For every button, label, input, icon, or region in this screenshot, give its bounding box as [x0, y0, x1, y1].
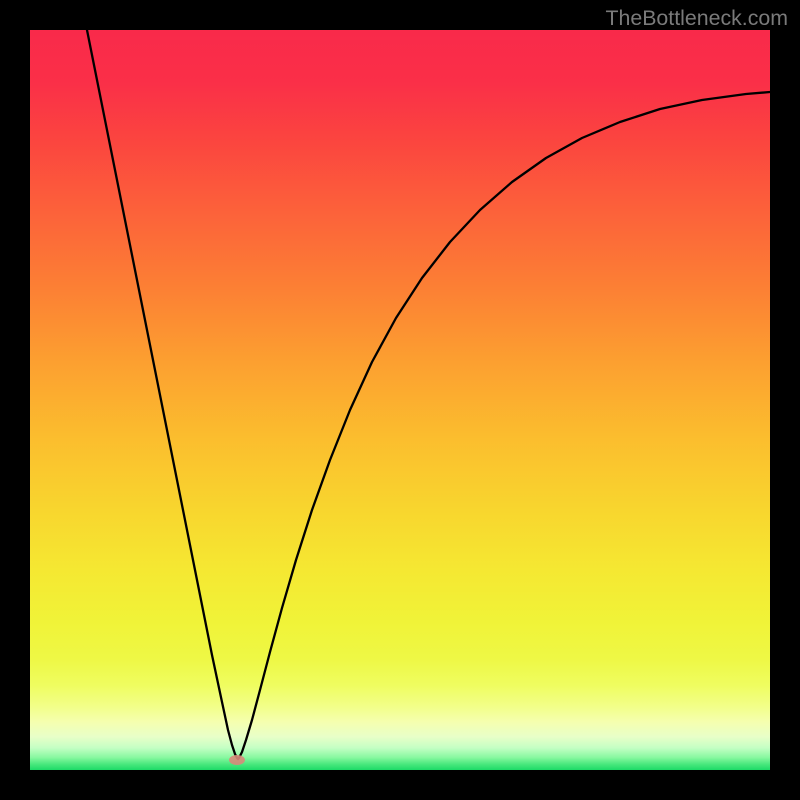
minimum-marker: [229, 755, 245, 765]
gradient-background: [30, 30, 770, 770]
bottleneck-chart: [30, 30, 770, 770]
credit-text: TheBottleneck.com: [605, 6, 788, 31]
chart-frame: TheBottleneck.com: [0, 0, 800, 800]
